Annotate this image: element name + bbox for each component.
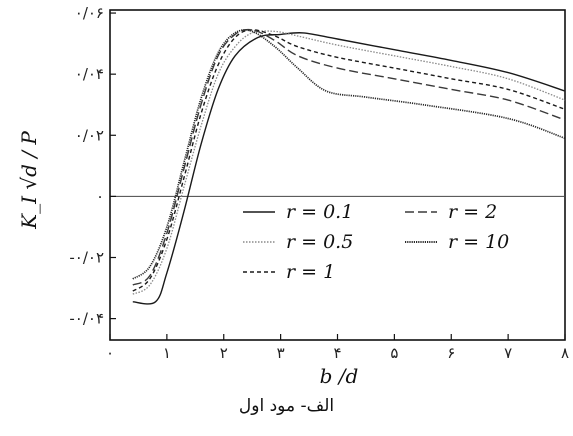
legend-label-3: r = 1 — [286, 261, 335, 283]
series-line-1 — [132, 32, 566, 305]
figure-caption: الف- مود اول — [238, 396, 335, 416]
x-tick-label: ۲ — [220, 344, 228, 362]
series-layer — [132, 28, 566, 305]
series-line-3 — [132, 29, 566, 292]
x-tick-label: ۸ — [561, 344, 569, 362]
x-tick-label: ۵ — [390, 344, 398, 362]
x-axis-ticks: ۰ ۱ ۲ ۳ ۴ ۵ ۶ ۷ ۸ — [106, 334, 569, 362]
legend-label-2: r = 0.5 — [286, 231, 353, 253]
y-tick-label: ۰/۰۲ — [75, 126, 104, 144]
plot-frame — [109, 9, 566, 341]
chart: ۰ ۱ ۲ ۳ ۴ ۵ ۶ ۷ ۸ ۰/۰۶ ۰/۰۴ ۰/۰۲ ۰ -۰/۰۲ -۰/۰۴ r = 0.… — [17, 4, 569, 388]
series-line-4 — [132, 28, 566, 286]
x-tick-label: ۰ — [106, 344, 114, 362]
x-tick-label: ۴ — [333, 344, 341, 362]
legend-label-4: r = 2 — [448, 201, 497, 223]
x-tick-label: ۷ — [504, 344, 512, 362]
y-tick-label: ۰ — [96, 187, 104, 205]
x-tick-label: ۱ — [163, 344, 171, 362]
legend-label-5: r = 10 — [448, 231, 509, 253]
y-tick-label: -۰/۰۴ — [69, 310, 104, 328]
y-tick-label: -۰/۰۲ — [69, 249, 104, 267]
x-axis-title: b /d — [320, 364, 359, 388]
legend: r = 0.1 r = 0.5 r = 1 r = 2 r = 10 — [243, 201, 509, 283]
legend-label-1: r = 0.1 — [286, 201, 353, 223]
y-axis-title: K_I √d / P — [17, 131, 41, 230]
y-axis-ticks: ۰/۰۶ ۰/۰۴ ۰/۰۲ ۰ -۰/۰۲ -۰/۰۴ — [69, 4, 116, 328]
series-line-5 — [132, 29, 566, 280]
y-tick-label: ۰/۰۶ — [75, 4, 104, 22]
y-tick-label: ۰/۰۴ — [75, 65, 104, 83]
x-tick-label: ۳ — [277, 344, 285, 362]
x-tick-label: ۶ — [447, 344, 455, 362]
